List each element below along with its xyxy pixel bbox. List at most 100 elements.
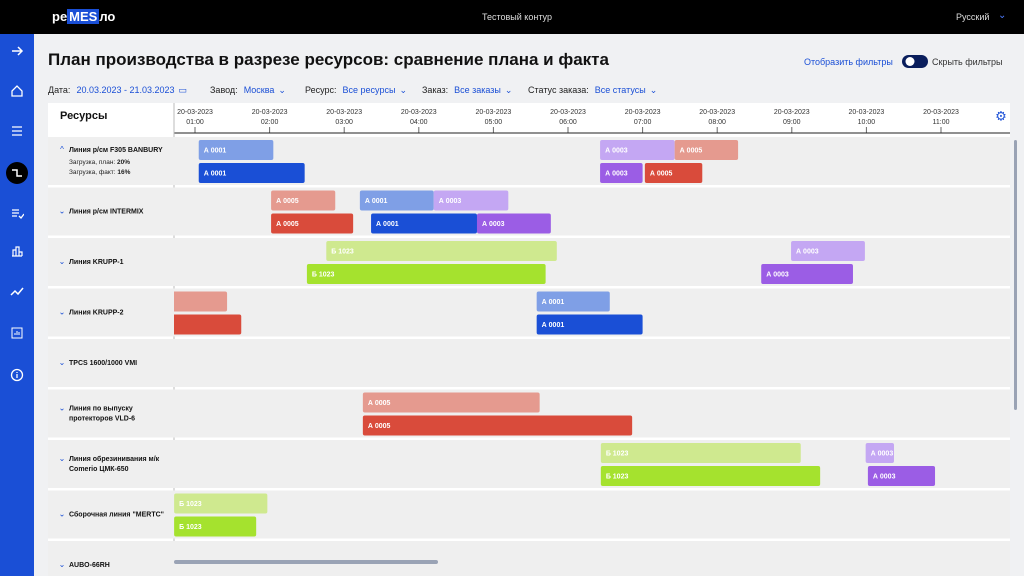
settings-icon[interactable]: ⚙ [995, 108, 1007, 123]
hide-filters[interactable]: Скрыть фильтры [932, 57, 1003, 67]
filter-toggle[interactable] [902, 55, 928, 68]
bar-label: А 0003 [482, 221, 505, 228]
show-filters[interactable]: Отобразить фильтры [804, 57, 893, 67]
bar-label: А 0003 [871, 450, 894, 457]
plan-bar[interactable] [674, 140, 739, 160]
bar-label: А 0001 [376, 221, 399, 228]
bar-label: А 0003 [605, 147, 628, 154]
row-chevron[interactable]: ⌄ [59, 404, 66, 413]
plan-bar[interactable] [359, 190, 434, 211]
tick-time: 10:00 [858, 119, 876, 126]
row-chevron[interactable]: ⌄ [59, 358, 66, 367]
top-bar: ре MES ло Тестовый контур Русский ⌄ [0, 0, 1024, 34]
fact-bar[interactable] [600, 163, 643, 183]
fact-bar[interactable] [644, 163, 703, 183]
filter: Дата: 20.03.2023 - 21.03.2023 ▭ [48, 85, 187, 96]
plan-bar[interactable] [600, 140, 675, 160]
nav-icon[interactable] [10, 326, 24, 340]
row-note: Загрузка, план: 20% [69, 159, 130, 166]
nav-icon[interactable] [10, 44, 24, 58]
plan-bar[interactable] [536, 291, 610, 312]
plan-bar[interactable] [791, 241, 865, 261]
filter-value[interactable]: Все статусы [594, 85, 646, 95]
bar-label: А 0001 [204, 147, 227, 154]
row-chevron[interactable]: ^ [60, 145, 64, 154]
filter-chevron[interactable]: ⌄ [649, 85, 658, 95]
fact-bar[interactable] [135, 314, 242, 335]
nav-icon[interactable] [10, 284, 24, 298]
plan-bar[interactable] [362, 392, 540, 413]
resources-title: Ресурсы [60, 110, 107, 122]
row-note: Загрузка, факт: 16% [69, 169, 131, 176]
note-value: 20% [117, 159, 130, 166]
plan-bar[interactable] [174, 493, 268, 514]
tick-date: 20-03-2023 [475, 109, 511, 116]
plan-bar[interactable] [198, 140, 274, 160]
bar-label: А 0003 [439, 198, 462, 205]
filter-chevron[interactable]: ⌄ [504, 85, 513, 95]
fact-bar[interactable] [362, 415, 633, 436]
row-chevron[interactable]: ⌄ [59, 257, 66, 266]
filter-label: Ресурс: [305, 85, 337, 95]
row-bars: Б 1023 А 0003 Б 1023 А 0003 [306, 241, 865, 284]
row-bars: А 0001 А 0003 А 0005 А 0001 А 0003 А 0005 [198, 140, 739, 183]
language[interactable]: Русский [956, 12, 990, 22]
row-bg [48, 339, 1010, 387]
scrollbar-vertical[interactable] [1014, 140, 1017, 410]
plan-bar[interactable] [143, 291, 228, 312]
tick-date: 20-03-2023 [774, 109, 810, 116]
fact-bar[interactable] [371, 213, 477, 234]
nav-icon[interactable] [10, 84, 24, 98]
nav-icon[interactable] [10, 124, 24, 138]
nav-icon-active[interactable] [6, 162, 28, 184]
tick-date: 20-03-2023 [177, 109, 213, 116]
filter-value[interactable]: Москва [243, 85, 275, 95]
language-chevron[interactable]: ⌄ [998, 10, 1007, 21]
logo[interactable]: ре MES ло [52, 9, 115, 24]
row-chevron[interactable]: ⌄ [59, 454, 66, 463]
tick-date: 20-03-2023 [625, 109, 661, 116]
row-chevron[interactable]: ⌄ [59, 207, 66, 216]
plan-bar[interactable] [600, 443, 801, 463]
plan-bar[interactable] [433, 190, 509, 211]
fact-bar[interactable] [306, 264, 546, 284]
bar-label: Б 1023 [179, 501, 202, 508]
fact-bar[interactable] [198, 163, 305, 183]
row-chevron[interactable]: ⌄ [59, 308, 66, 317]
row-chevron[interactable]: ⌄ [59, 510, 66, 519]
fact-bar[interactable] [174, 516, 257, 537]
nav-icon[interactable] [10, 368, 24, 382]
filter: Завод: Москва ⌄ [210, 85, 286, 96]
filter-label: Дата: [48, 85, 71, 95]
fact-bar[interactable] [600, 466, 821, 486]
fact-bar[interactable] [761, 264, 853, 284]
plan-bar[interactable] [326, 241, 557, 261]
filter-value[interactable]: Все заказы [454, 85, 501, 95]
filter-chevron[interactable]: ⌄ [278, 85, 286, 95]
fact-bar[interactable] [536, 314, 643, 335]
bar-label: А 0003 [873, 473, 896, 480]
fact-bar[interactable] [867, 466, 936, 486]
fact-bar[interactable] [476, 213, 551, 234]
tick-time: 07:00 [634, 119, 652, 126]
fact-bar[interactable] [271, 213, 354, 234]
filter: Заказ: Все заказы ⌄ [422, 85, 512, 96]
note-value: 16% [117, 169, 130, 176]
plan-bar[interactable] [271, 190, 336, 211]
nav-icon[interactable] [10, 244, 24, 258]
filter-chevron[interactable]: ▭ [178, 85, 188, 95]
row-chevron[interactable]: ⌄ [59, 560, 66, 569]
plan-bar[interactable] [865, 443, 895, 463]
nav-icon[interactable] [10, 206, 24, 220]
note-text: Загрузка, план: [69, 159, 117, 166]
bar-label: А 0005 [368, 423, 391, 430]
logo-text: ре [52, 9, 68, 24]
filter-label: Статус заказа: [528, 85, 589, 95]
filter-value[interactable]: Все ресурсы [342, 85, 396, 95]
filter-chevron[interactable]: ⌄ [399, 85, 407, 95]
row-bg [48, 440, 1010, 488]
filter-value[interactable]: 20.03.2023 - 21.03.2023 [76, 85, 175, 95]
tick-time: 09:00 [783, 119, 801, 126]
scrollbar-horizontal[interactable] [174, 560, 438, 564]
